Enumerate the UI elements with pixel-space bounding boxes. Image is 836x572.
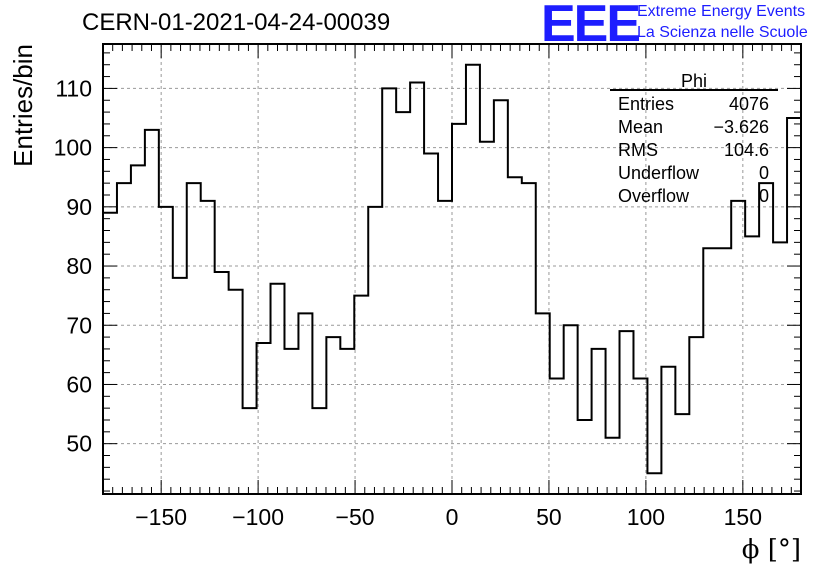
stats-title: Phi bbox=[681, 71, 707, 91]
x-tick-label: −100 bbox=[232, 504, 284, 530]
brand-line-2: La Scienza nelle Scuole bbox=[637, 24, 808, 41]
stats-row-label: Underflow bbox=[618, 163, 700, 183]
histogram-line bbox=[103, 63, 801, 475]
y-tick-labels: 50 60 70 80 90 100 110 bbox=[54, 75, 92, 456]
y-tick-label: 80 bbox=[66, 253, 92, 279]
axis-ticks bbox=[103, 44, 802, 494]
stats-row-value: 4076 bbox=[729, 94, 769, 114]
stats-row-label: Mean bbox=[618, 117, 663, 137]
y-tick-label: 50 bbox=[66, 431, 92, 457]
stats-row-label: Entries bbox=[618, 94, 674, 114]
stats-box: Phi Entries 4076 Mean −3.626 RMS 104.6 Underfl… bbox=[610, 71, 778, 206]
brand-line-1: Extreme Energy Events bbox=[637, 3, 806, 20]
x-tick-label: −50 bbox=[336, 504, 375, 530]
x-tick-label: 0 bbox=[446, 504, 459, 530]
y-tick-label: 110 bbox=[55, 75, 92, 101]
x-tick-label: 50 bbox=[536, 504, 562, 530]
stats-row-label: Overflow bbox=[618, 186, 690, 206]
x-tick-label: 150 bbox=[724, 504, 762, 530]
stats-row-value: −3.626 bbox=[713, 117, 769, 137]
stats-row-value: 0 bbox=[759, 163, 769, 183]
stats-row-value: 0 bbox=[759, 186, 769, 206]
y-axis-label: Entries/bin bbox=[8, 44, 38, 167]
y-tick-label: 90 bbox=[66, 194, 92, 220]
x-tick-labels: −150 −100 −50 0 50 100 150 bbox=[135, 504, 762, 530]
y-tick-label: 60 bbox=[66, 371, 92, 397]
y-tick-label: 70 bbox=[66, 312, 92, 338]
stats-rows: Entries 4076 Mean −3.626 RMS 104.6 Underflow 0 O… bbox=[618, 94, 769, 206]
run-title: CERN-01-2021-04-24-00039 bbox=[82, 9, 391, 36]
x-tick-label: 100 bbox=[627, 504, 665, 530]
x-axis-label: ϕ [°] bbox=[742, 535, 801, 565]
grid-lines bbox=[103, 44, 801, 494]
y-tick-label: 100 bbox=[54, 135, 92, 161]
stats-row-value: 104.6 bbox=[724, 140, 769, 160]
stats-row-label: RMS bbox=[618, 140, 658, 160]
x-tick-label: −150 bbox=[135, 504, 187, 530]
plot-frame bbox=[102, 43, 802, 495]
